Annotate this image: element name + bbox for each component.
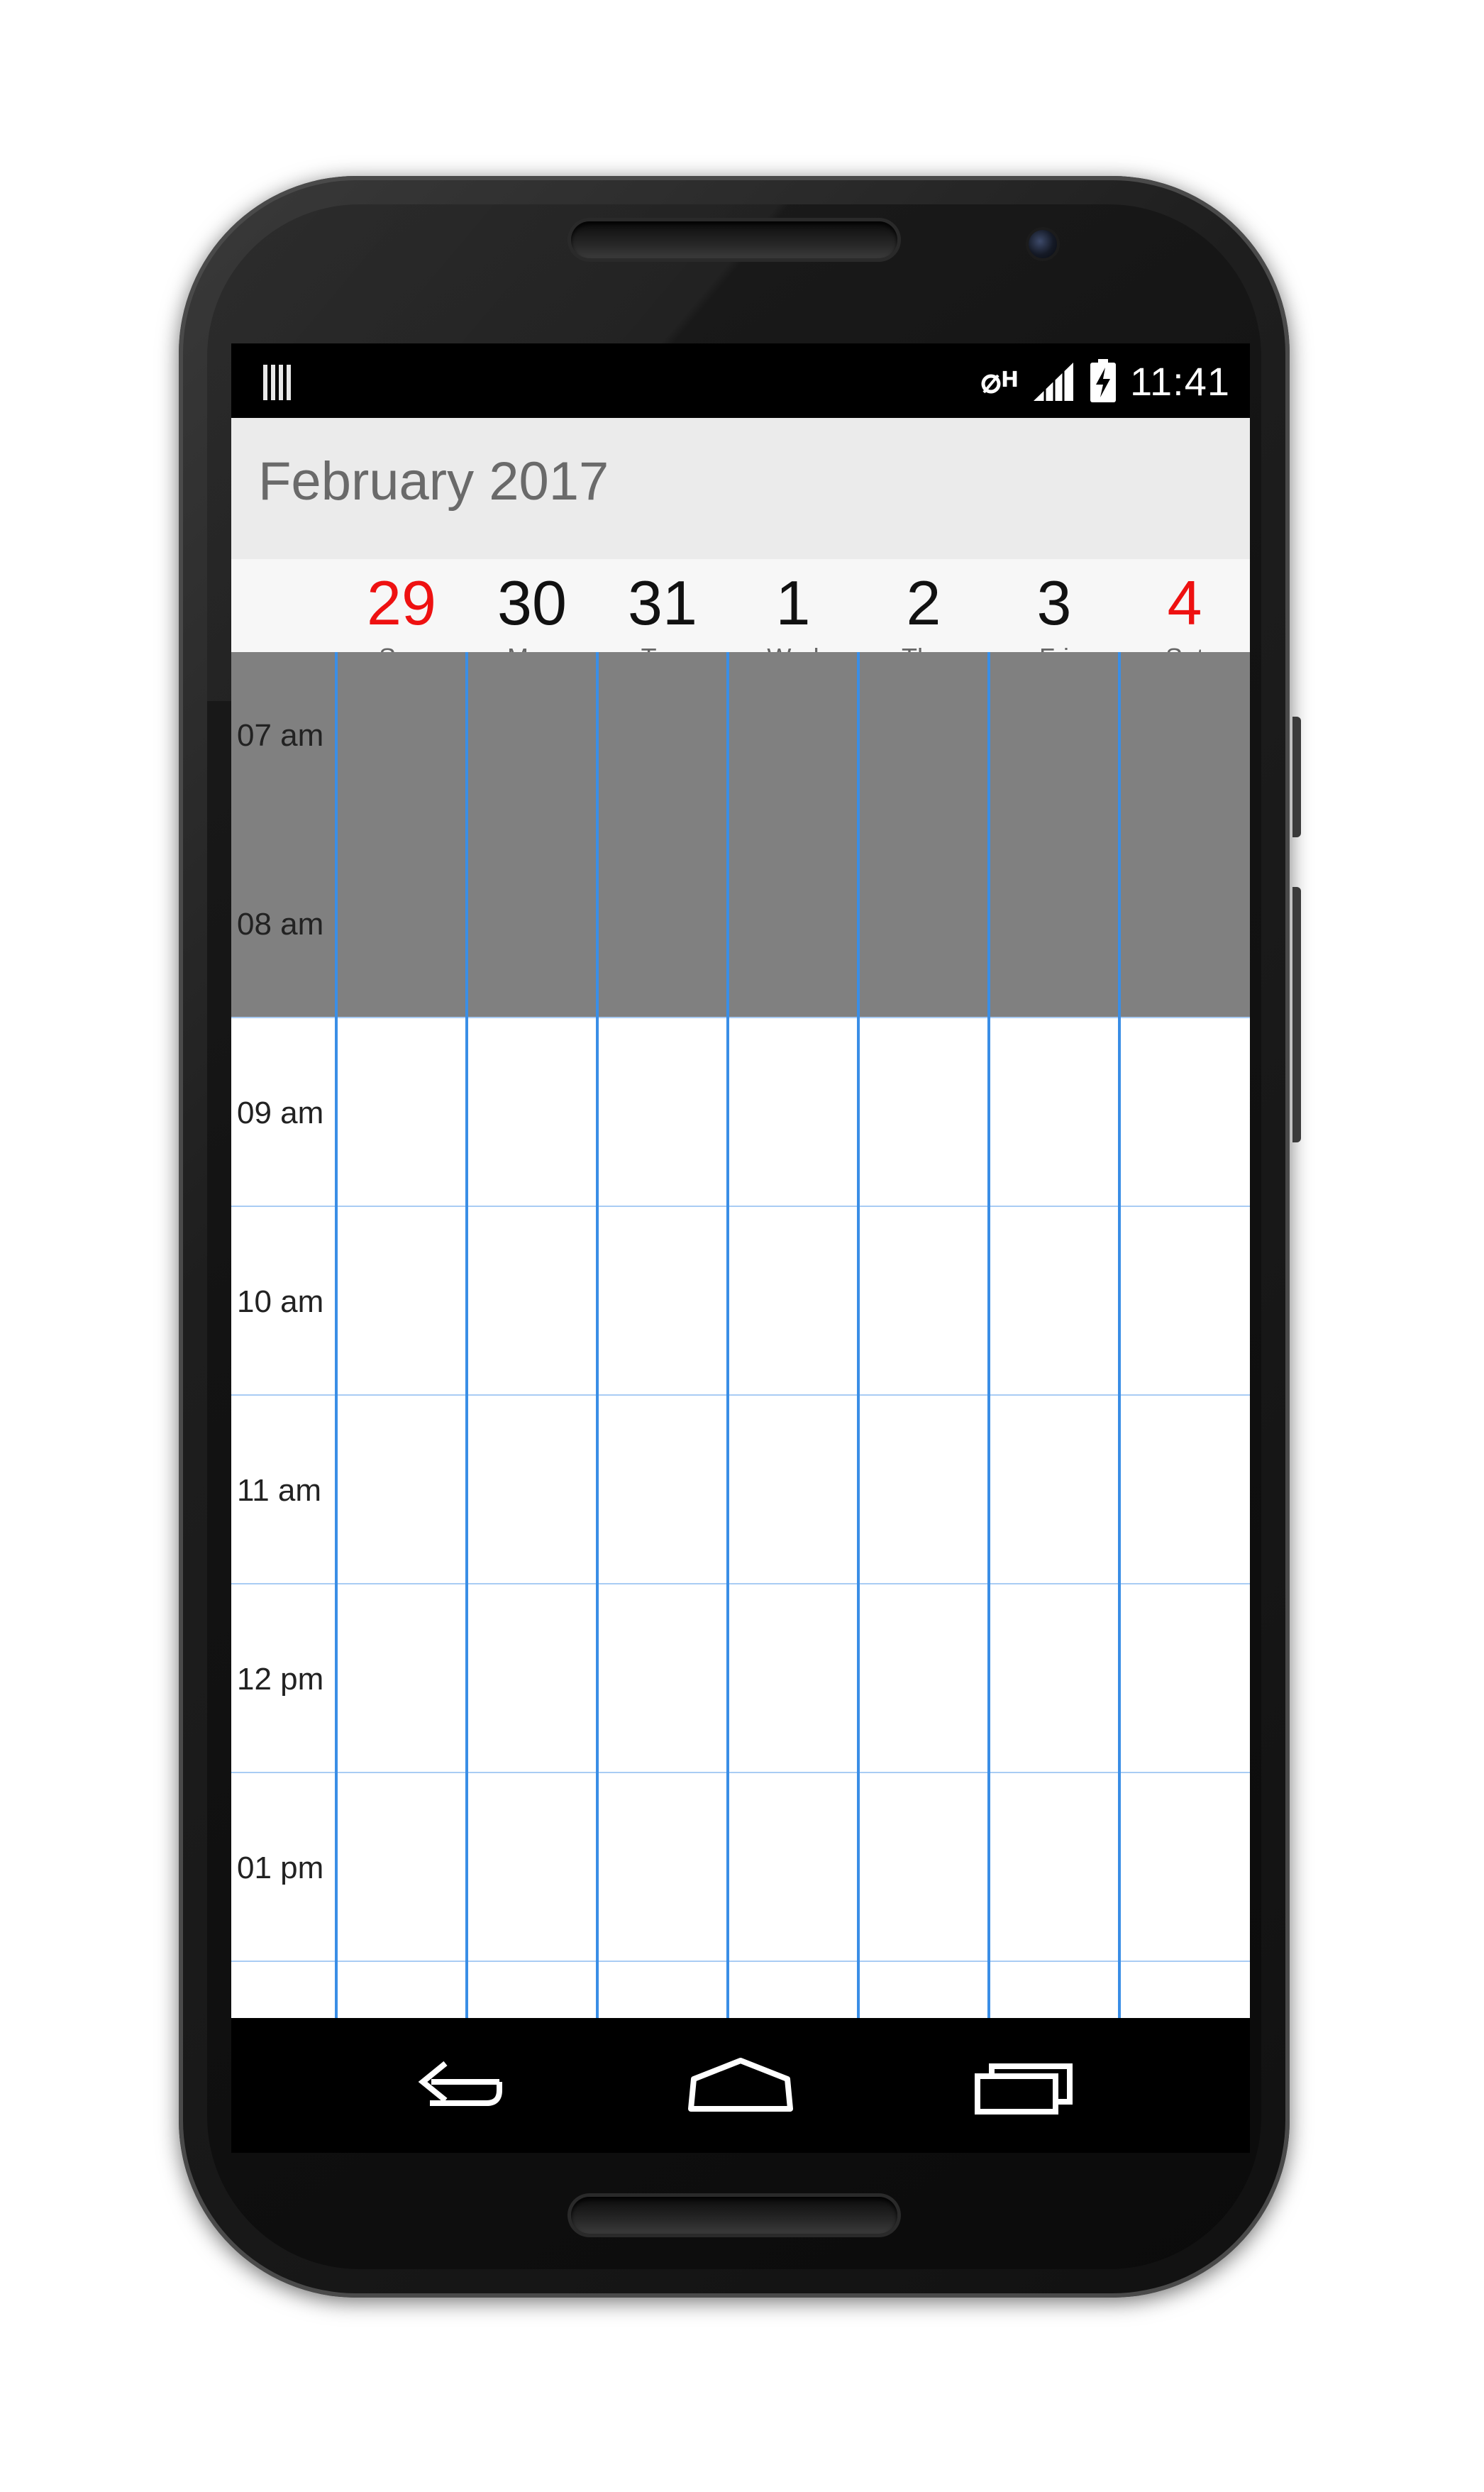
time-label: 11 am (237, 1473, 322, 1508)
battery-charging-icon (1090, 359, 1117, 402)
day-name: Tue (597, 643, 728, 652)
status-bar: H 11:41 (231, 343, 1250, 418)
hour-line (231, 1583, 1250, 1584)
time-label: 10 am (237, 1284, 324, 1319)
day-header-30[interactable]: 30 Mon (467, 559, 597, 653)
day-column-divider (596, 652, 599, 2018)
front-camera (1029, 230, 1057, 258)
hour-line (231, 1017, 1250, 1018)
power-button (1292, 717, 1301, 837)
day-name: Wed (728, 643, 858, 652)
day-header-31[interactable]: 31 Tue (597, 559, 728, 653)
day-number: 2 (906, 568, 941, 638)
recent-apps-button[interactable] (960, 2046, 1088, 2124)
day-header-1[interactable]: 1 Wed (728, 559, 858, 653)
time-label: 01 pm (237, 1851, 324, 1885)
signal-icon (1034, 363, 1074, 401)
day-name: Sat (1119, 643, 1250, 652)
screen: H 11:41 February 2017 29 Sun 30 (231, 343, 1250, 2153)
month-title[interactable]: February 2017 (258, 451, 609, 512)
day-column-divider (335, 652, 338, 2018)
home-icon (688, 2058, 793, 2112)
back-button[interactable] (393, 2046, 521, 2124)
day-number: 29 (367, 568, 436, 638)
day-number: 30 (497, 568, 567, 638)
home-button[interactable] (677, 2046, 804, 2124)
time-label: 07 am (237, 718, 324, 753)
day-column-divider (1118, 652, 1121, 2018)
non-working-hours (231, 652, 1250, 1017)
day-column-divider (987, 652, 990, 2018)
time-label: 09 am (237, 1096, 324, 1130)
day-number: 3 (1036, 568, 1072, 638)
barcode-icon (263, 365, 294, 400)
day-number: 4 (1167, 568, 1202, 638)
status-icons: H 11:41 (978, 355, 1230, 407)
hour-line (231, 1206, 1250, 1207)
earpiece-speaker (571, 221, 897, 258)
day-name: Thu (858, 643, 989, 652)
navigation-bar (231, 2018, 1250, 2153)
day-header-2[interactable]: 2 Thu (858, 559, 989, 653)
hour-line (231, 1394, 1250, 1396)
day-name: Mon (467, 643, 597, 652)
day-header-3[interactable]: 3 Fri (989, 559, 1119, 653)
data-off-icon: H (981, 368, 1018, 394)
svg-text:H: H (1001, 368, 1018, 392)
timeline-grid[interactable]: 07 am 08 am 09 am 10 am 11 am 12 pm 01 p… (231, 652, 1250, 2018)
recent-apps-icon (975, 2063, 1073, 2115)
day-number: 1 (775, 568, 811, 638)
day-column-divider (726, 652, 729, 2018)
volume-button (1292, 887, 1301, 1142)
hour-line (231, 1772, 1250, 1773)
time-label: 08 am (237, 907, 324, 942)
day-column-divider (857, 652, 860, 2018)
hour-line (231, 1961, 1250, 1962)
time-label: 12 pm (237, 1662, 324, 1697)
day-header-29[interactable]: 29 Sun (336, 559, 467, 653)
day-column-divider (465, 652, 468, 2018)
app-bar: February 2017 (231, 418, 1250, 559)
day-header-4[interactable]: 4 Sat (1119, 559, 1250, 653)
day-name: Fri (989, 643, 1119, 652)
back-icon (418, 2061, 502, 2106)
week-day-header: 29 Sun 30 Mon 31 Tue 1 Wed 2 Thu 3 Fri 4… (231, 559, 1250, 652)
day-name: Sun (336, 643, 467, 652)
day-number: 31 (628, 568, 697, 638)
bottom-speaker (571, 2197, 897, 2234)
status-time: 11:41 (1130, 358, 1230, 404)
